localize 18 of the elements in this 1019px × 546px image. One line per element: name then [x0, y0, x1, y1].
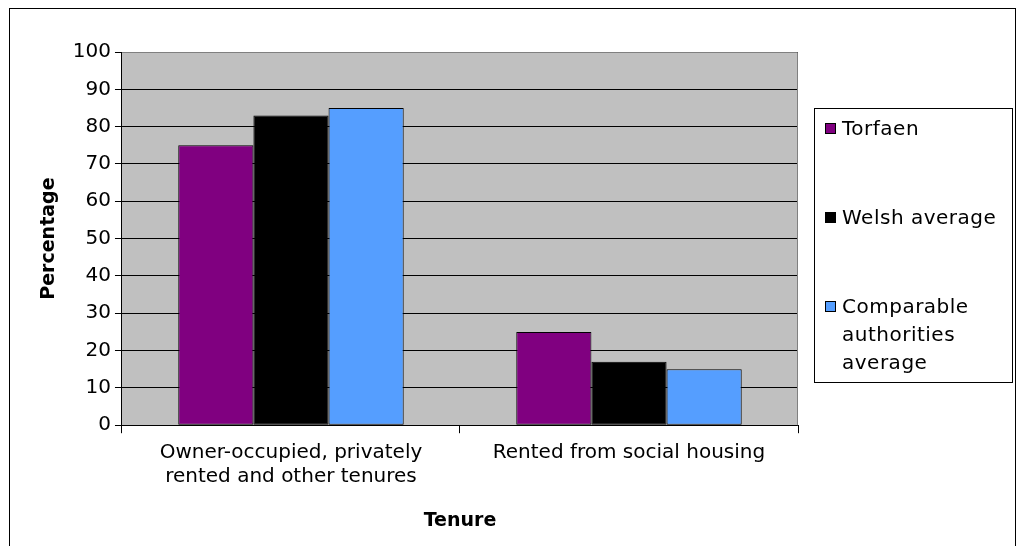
- y-tick-label: 0: [98, 411, 111, 436]
- y-axis-title: Percentage: [36, 177, 59, 300]
- y-tick-label: 30: [85, 299, 111, 324]
- x-tick-label: Rented from social housing: [492, 439, 766, 464]
- x-tick-label: Owner-occupied, privately rented and other tenures: [159, 439, 423, 488]
- y-tick-label: 20: [85, 336, 111, 361]
- y-tick-label: 60: [85, 187, 111, 212]
- y-tick-label: 50: [85, 224, 111, 249]
- y-tick-label: 100: [72, 38, 111, 63]
- y-tick-label: 40: [85, 262, 111, 287]
- y-tick-label: 10: [85, 374, 111, 399]
- y-tick-label: 80: [85, 112, 111, 137]
- legend-label: Welsh average: [842, 204, 998, 231]
- x-axis-title: Tenure: [423, 507, 497, 530]
- y-tick-label: 70: [85, 150, 111, 175]
- legend-label: Comparable authorities average: [842, 293, 970, 376]
- legend-label: Torfaen: [842, 115, 921, 142]
- y-tick-label: 90: [85, 75, 111, 100]
